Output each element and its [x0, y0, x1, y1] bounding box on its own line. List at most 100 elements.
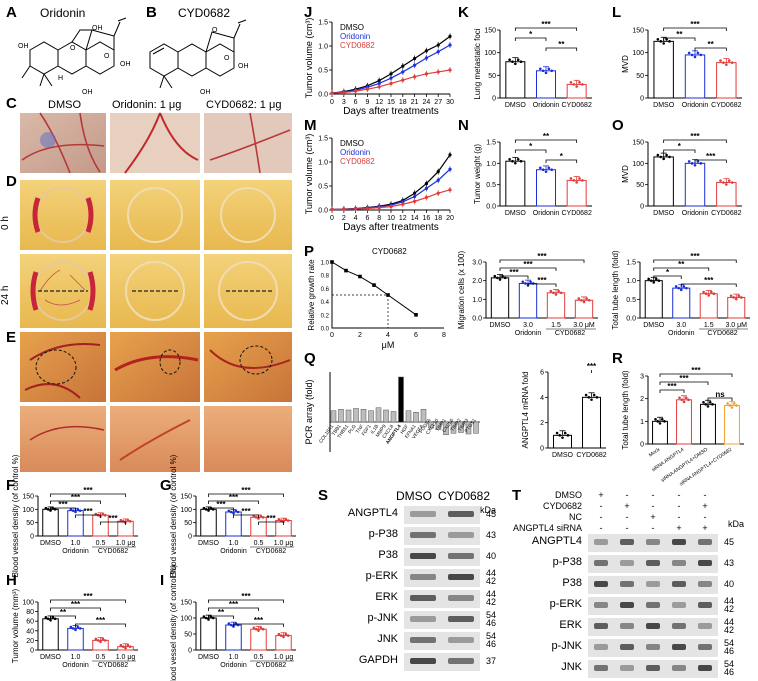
sig-label: ***: [587, 362, 597, 371]
pcr-bar: [473, 421, 479, 434]
sig-label: ***: [537, 252, 547, 261]
blot-band: [448, 616, 474, 622]
x-axis-label: Days after treatments: [343, 106, 439, 117]
data-point: [660, 417, 664, 421]
data-point: [575, 85, 578, 88]
blot-t-condition-label: ANGPTL4 siRNA: [513, 523, 582, 533]
data-point: [279, 519, 283, 522]
y-tick-label: 100: [180, 616, 192, 623]
sig-label: ***: [71, 493, 81, 502]
data-point: [558, 434, 562, 437]
y-axis-label: Relative growth rate: [307, 259, 316, 331]
panel-e: E: [6, 329, 292, 472]
sig-bracket: [663, 27, 727, 31]
blot-t-mark: -: [704, 490, 707, 500]
y-tick-label: 50: [184, 632, 192, 639]
data-point: [498, 278, 502, 281]
data-point: [647, 277, 650, 281]
data-point: [708, 400, 712, 404]
sig-label: ***: [216, 500, 226, 509]
sig-bracket: [659, 381, 709, 385]
data-point: [538, 166, 542, 170]
blot-t-mark: +: [598, 490, 603, 500]
data-point: [581, 179, 584, 182]
panel-e-letter: E: [6, 329, 16, 346]
bar: [250, 516, 267, 537]
y-tick-label: 0.0: [486, 204, 496, 211]
data-point: [659, 155, 663, 159]
data-point: [740, 296, 743, 299]
data-point: [286, 634, 290, 637]
sig-label: ***: [58, 500, 68, 509]
blot-membrane: [404, 653, 480, 671]
blot-band: [448, 511, 474, 517]
y-tick-label: 0: [640, 96, 644, 103]
y-tick-label: 4: [540, 395, 544, 402]
sig-label: ***: [83, 592, 93, 601]
data-point: [561, 436, 564, 439]
blot-t-kda-unit: kDa: [728, 519, 744, 529]
data-point: [656, 153, 660, 157]
sig-label: ***: [679, 374, 689, 383]
blot-t-condition-label: NC: [569, 512, 582, 522]
data-point: [729, 294, 733, 298]
y-axis-label: Tumor volume (mm³): [11, 588, 20, 663]
data-point: [719, 179, 722, 182]
x-tick-label: 2: [342, 215, 346, 222]
blot-s-col-dmso: DMSO: [396, 489, 432, 503]
pcr-gene-label: IL1B: [370, 424, 381, 436]
cyd0682-group-1: O: [212, 27, 218, 34]
data-point: [712, 292, 716, 296]
data-point: [521, 280, 525, 284]
x-tick-label: 30: [446, 99, 454, 106]
sig-bracket: [50, 607, 101, 611]
data-point: [727, 59, 731, 62]
sig-label: *: [529, 30, 533, 39]
blot-kda-label: 54: [724, 659, 734, 669]
data-point: [252, 514, 256, 518]
blot-band: [448, 532, 474, 538]
sig-bracket: [653, 259, 737, 263]
data-point: [590, 398, 593, 401]
data-point: [549, 289, 553, 293]
data-point: [696, 51, 700, 55]
y-tick-label: 0.5: [626, 297, 636, 304]
data-point: [587, 298, 591, 302]
data-point: [722, 61, 725, 64]
data-point: [254, 627, 258, 631]
sig-label: ***: [690, 132, 700, 141]
y-tick-label: 0: [30, 534, 34, 541]
sig-bracket: [653, 267, 710, 271]
blot-membrane: [404, 590, 480, 608]
sig-bracket: [659, 373, 733, 377]
y-axis-label: Migration cells (x 100): [457, 251, 466, 330]
sig-bracket: [514, 27, 578, 31]
y-tick-label: 0: [492, 96, 496, 103]
panel-d: D 0 h 24 h: [0, 173, 292, 328]
data-point: [699, 53, 703, 57]
bar: [535, 169, 557, 207]
panel-c-letter: C: [6, 95, 17, 112]
y-axis-label: Tumor volume (cm³): [304, 134, 314, 215]
data-point: [508, 58, 511, 61]
data-point: [722, 181, 725, 184]
y-tick-label: 150: [180, 600, 192, 607]
oridonin-group-2: OH: [92, 25, 103, 32]
y-tick-label: 0: [540, 446, 544, 453]
blot-t-mark: -: [652, 490, 655, 500]
blot-kda-label: 42: [724, 625, 734, 635]
panel-t-blot: kDa DMSO + - - - -CYD0682- + - - +NC - - + - -ANGPTL4 …: [513, 490, 744, 678]
x-tick-label: Oridonin: [533, 102, 560, 109]
bar: [716, 62, 737, 99]
x-tick-label: DMSO: [653, 210, 675, 217]
data-point: [207, 618, 210, 621]
x-tick-label: 9: [365, 99, 369, 106]
y-axis-label: PCR array (fold): [304, 379, 314, 444]
data-point: [592, 393, 596, 397]
data-point: [554, 293, 558, 296]
bar: [699, 293, 718, 319]
blot-t-mark: -: [652, 523, 655, 533]
bar: [505, 61, 526, 99]
